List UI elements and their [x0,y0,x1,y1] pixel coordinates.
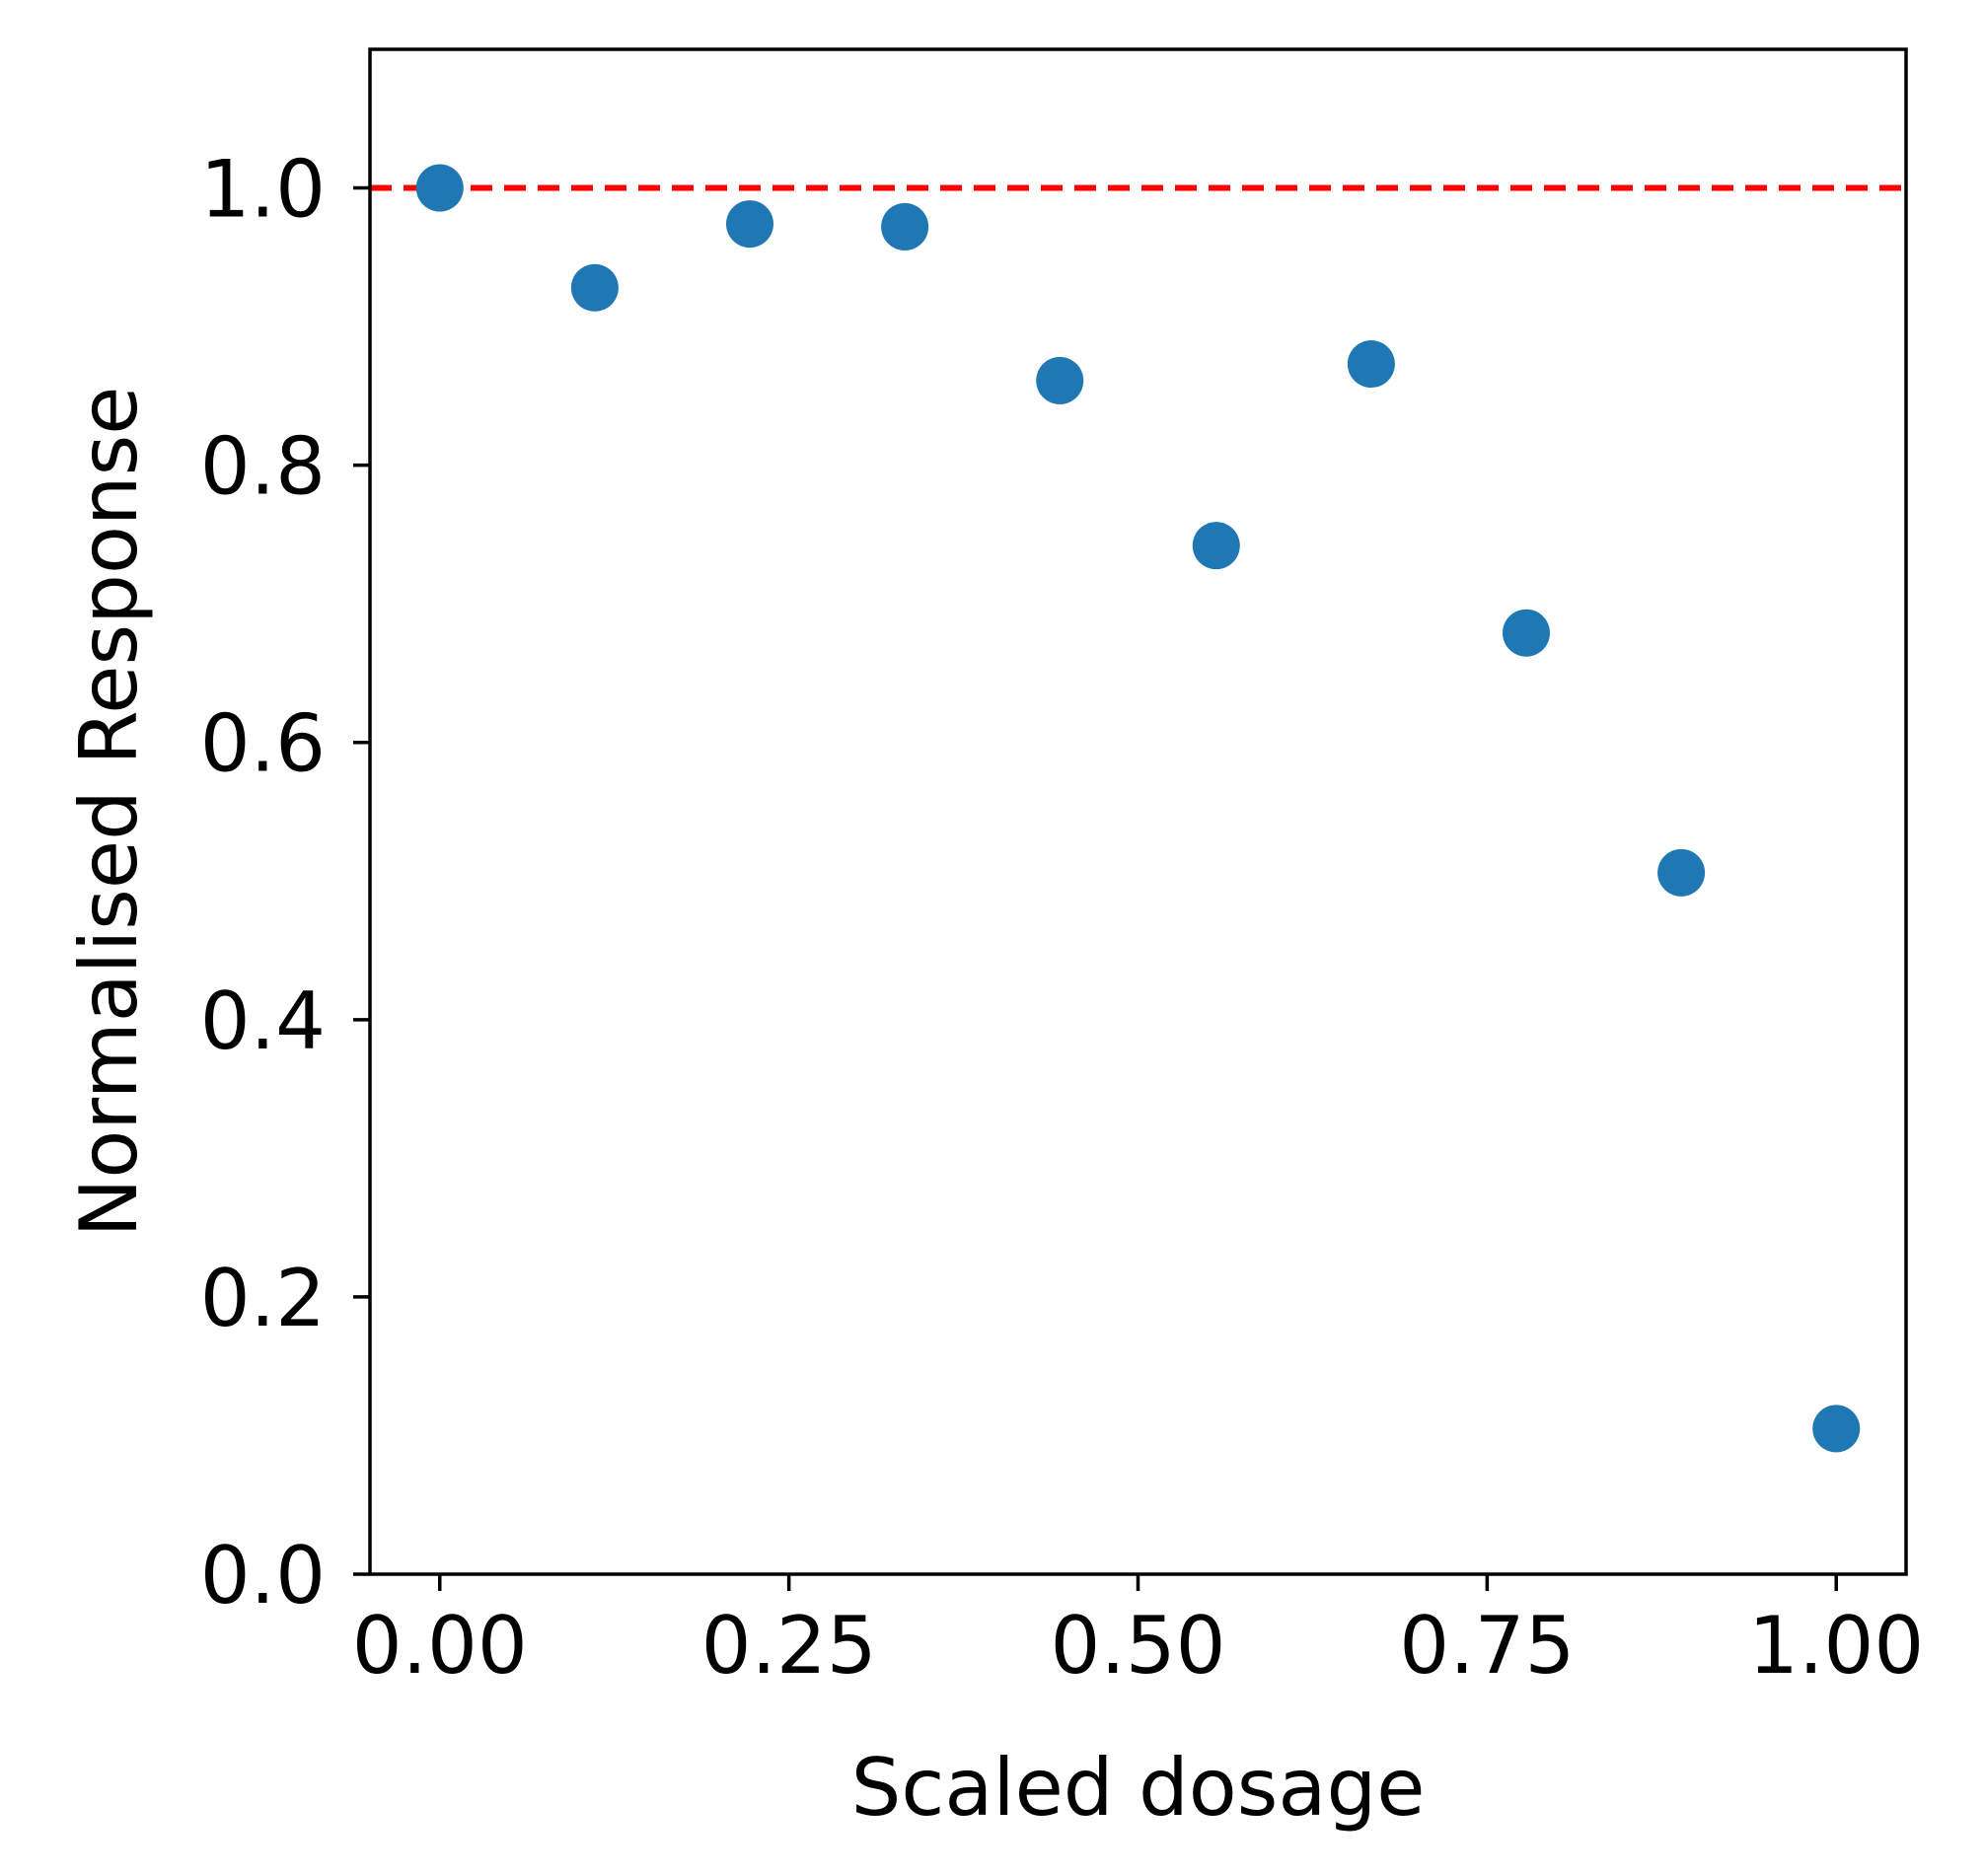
y-tick-label: 0.4 [200,975,326,1067]
data-point [881,202,929,251]
x-tick-label: 0.00 [352,1600,528,1692]
y-tick-label: 1.0 [200,144,326,236]
x-tick-label: 0.50 [1050,1600,1225,1692]
y-tick-label: 0.0 [200,1530,326,1622]
x-tick-label: 1.00 [1748,1600,1924,1692]
x-tick-label: 0.25 [701,1600,877,1692]
data-point [1502,609,1550,657]
y-axis-ticks: 0.0 0.2 0.4 0.6 0.8 1.0 [200,144,370,1622]
data-point [1347,340,1395,389]
data-point [1812,1405,1861,1453]
y-tick-label: 0.6 [200,698,326,790]
y-tick-label: 0.8 [200,421,326,513]
data-points-layer [415,164,1861,1453]
data-point [415,164,464,212]
data-point [570,263,619,312]
data-point [726,200,774,249]
data-point [1192,522,1240,570]
y-axis-label: Normalised Response [63,386,155,1237]
x-axis-label: Scaled dosage [851,1742,1426,1834]
x-axis-ticks: 0.00 0.25 0.50 0.75 1.00 [352,1574,1924,1692]
data-point [1657,848,1706,897]
y-tick-label: 0.2 [200,1253,326,1344]
data-point [1036,356,1084,404]
x-tick-label: 0.75 [1399,1600,1575,1692]
